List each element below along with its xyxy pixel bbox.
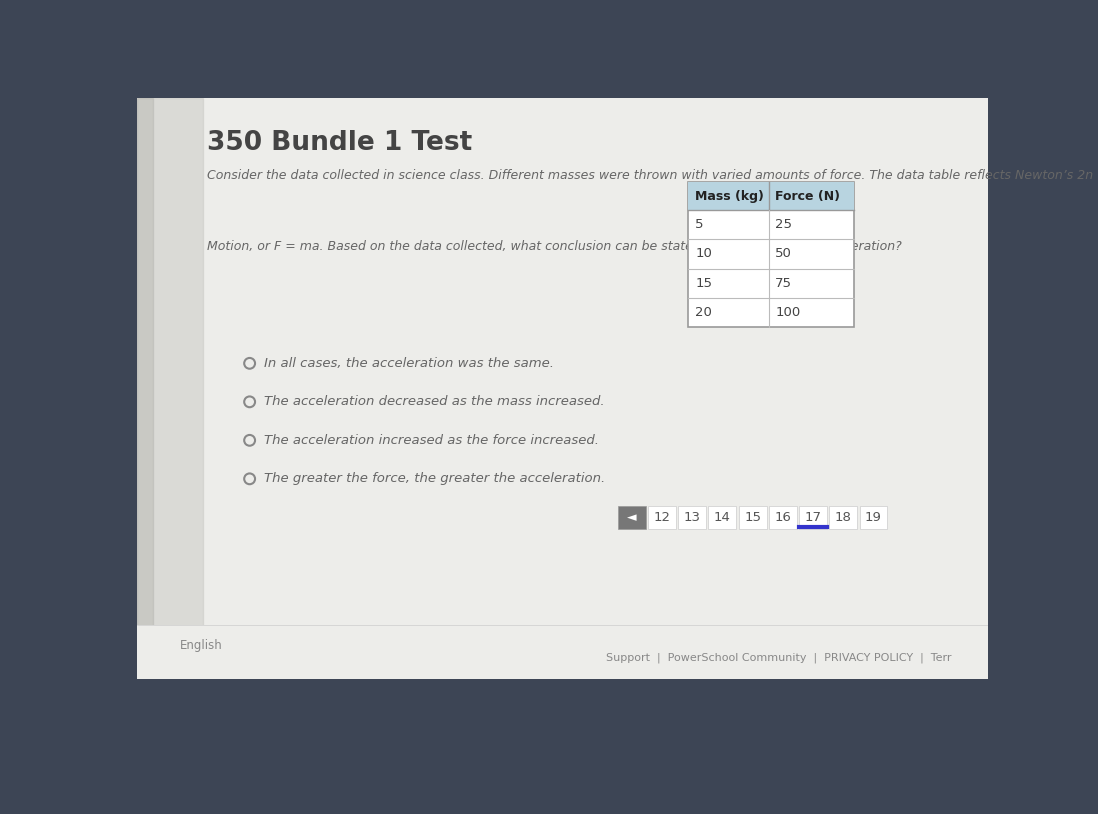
Text: 16: 16 (774, 511, 792, 524)
Text: 50: 50 (775, 247, 792, 260)
Text: 15: 15 (695, 277, 713, 290)
FancyBboxPatch shape (687, 182, 854, 327)
Text: Force (N): Force (N) (775, 190, 840, 203)
Text: 20: 20 (695, 306, 713, 319)
Text: 100: 100 (775, 306, 800, 319)
Text: 18: 18 (834, 511, 852, 524)
Text: The acceleration decreased as the mass increased.: The acceleration decreased as the mass i… (264, 396, 604, 409)
FancyBboxPatch shape (769, 505, 797, 529)
FancyBboxPatch shape (679, 505, 706, 529)
FancyBboxPatch shape (648, 505, 676, 529)
FancyBboxPatch shape (687, 182, 854, 210)
Text: In all cases, the acceleration was the same.: In all cases, the acceleration was the s… (264, 357, 553, 370)
Text: 12: 12 (653, 511, 671, 524)
FancyBboxPatch shape (137, 98, 988, 679)
FancyBboxPatch shape (708, 505, 737, 529)
Text: Consider the data collected in science class. Different masses were thrown with : Consider the data collected in science c… (208, 168, 1094, 182)
Text: 13: 13 (684, 511, 701, 524)
Polygon shape (137, 98, 153, 679)
Text: English: English (180, 639, 223, 652)
Text: 10: 10 (695, 247, 713, 260)
Text: Support  |  PowerSchool Community  |  PRIVACY POLICY  |  Terr: Support | PowerSchool Community | PRIVAC… (605, 652, 951, 663)
Text: 75: 75 (775, 277, 792, 290)
Polygon shape (137, 98, 203, 679)
Text: Motion, or F = ma. Based on the data collected, what conclusion can be stated ab: Motion, or F = ma. Based on the data col… (208, 240, 901, 253)
FancyBboxPatch shape (618, 505, 646, 529)
Text: 19: 19 (865, 511, 882, 524)
FancyBboxPatch shape (137, 625, 988, 679)
Text: The acceleration increased as the force increased.: The acceleration increased as the force … (264, 434, 598, 447)
Text: 25: 25 (775, 218, 792, 231)
FancyBboxPatch shape (799, 505, 827, 529)
Text: 14: 14 (714, 511, 731, 524)
Text: ◄: ◄ (627, 511, 637, 524)
Text: Mass (kg): Mass (kg) (695, 190, 764, 203)
Text: 5: 5 (695, 218, 704, 231)
Text: The greater the force, the greater the acceleration.: The greater the force, the greater the a… (264, 472, 605, 485)
FancyBboxPatch shape (137, 679, 988, 724)
Text: 15: 15 (744, 511, 761, 524)
FancyBboxPatch shape (860, 505, 887, 529)
Text: 350 Bundle 1 Test: 350 Bundle 1 Test (208, 130, 472, 156)
Text: 17: 17 (805, 511, 821, 524)
FancyBboxPatch shape (739, 505, 766, 529)
FancyBboxPatch shape (829, 505, 858, 529)
